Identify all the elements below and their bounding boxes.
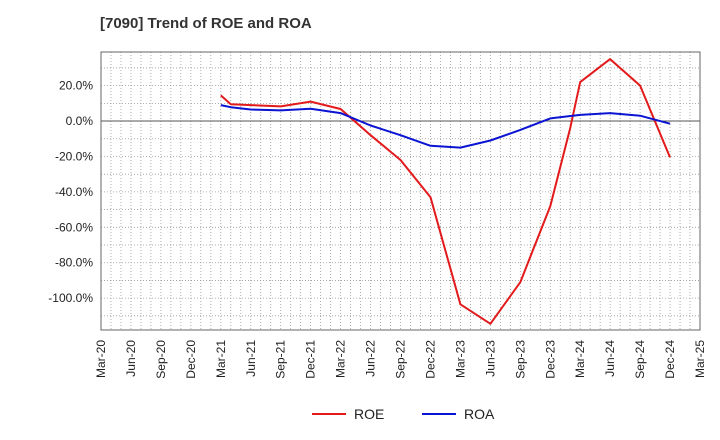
x-tick-label: Dec-22	[423, 340, 437, 379]
x-tick-label: Sep-22	[394, 340, 408, 379]
series-line-roe	[220, 58, 671, 325]
y-tick-label: -60.0%	[55, 220, 93, 234]
y-tick-label: -100.0%	[48, 291, 93, 305]
x-tick-label: Mar-23	[453, 340, 467, 378]
y-tick-label: 0.0%	[66, 114, 94, 128]
x-tick-label: Mar-20	[94, 340, 108, 378]
x-tick-label: Sep-21	[274, 340, 288, 379]
x-tick-label: Dec-24	[663, 340, 677, 379]
x-tick-label: Dec-21	[304, 340, 318, 379]
x-tick-label: Mar-22	[334, 340, 348, 378]
x-tick-label: Jun-22	[364, 340, 378, 377]
x-tick-label: Mar-24	[573, 340, 587, 378]
x-tick-label: Jun-23	[483, 340, 497, 377]
grid-layer	[100, 52, 701, 330]
plot-frame	[100, 51, 701, 331]
legend-label-roa: ROA	[464, 406, 495, 422]
x-tick-label: Jun-21	[244, 340, 258, 377]
axis-layer	[100, 51, 701, 331]
x-tick-label: Dec-20	[184, 340, 198, 379]
y-tick-label: 20.0%	[59, 79, 93, 93]
series-layer	[220, 58, 671, 325]
y-tick-label: -40.0%	[55, 185, 93, 199]
x-tick-label: Mar-21	[214, 340, 228, 378]
x-tick-labels: Mar-20 Jun-20 Sep-20 Dec-20 Mar-21 Jun-21 Sep-…	[94, 340, 707, 379]
y-tick-label: -80.0%	[55, 256, 93, 270]
x-tick-label: Sep-20	[154, 340, 168, 379]
legend-label-roe: ROE	[354, 406, 384, 422]
chart-title: [7090] Trend of ROE and ROA	[100, 15, 312, 32]
y-tick-labels: 20.0% 0.0% -20.0% -40.0% -60.0% -80.0% -100.0%	[48, 79, 93, 305]
x-tick-label: Dec-23	[543, 340, 557, 379]
x-tick-label: Mar-25	[693, 340, 707, 378]
x-tick-label: Jun-24	[603, 340, 617, 377]
series-line-roa	[220, 104, 671, 149]
x-tick-label: Jun-20	[124, 340, 138, 377]
y-tick-label: -20.0%	[55, 149, 93, 163]
x-tick-label: Sep-24	[633, 340, 647, 379]
x-tick-label: Sep-23	[513, 340, 527, 379]
legend: ROE ROA	[312, 406, 495, 422]
